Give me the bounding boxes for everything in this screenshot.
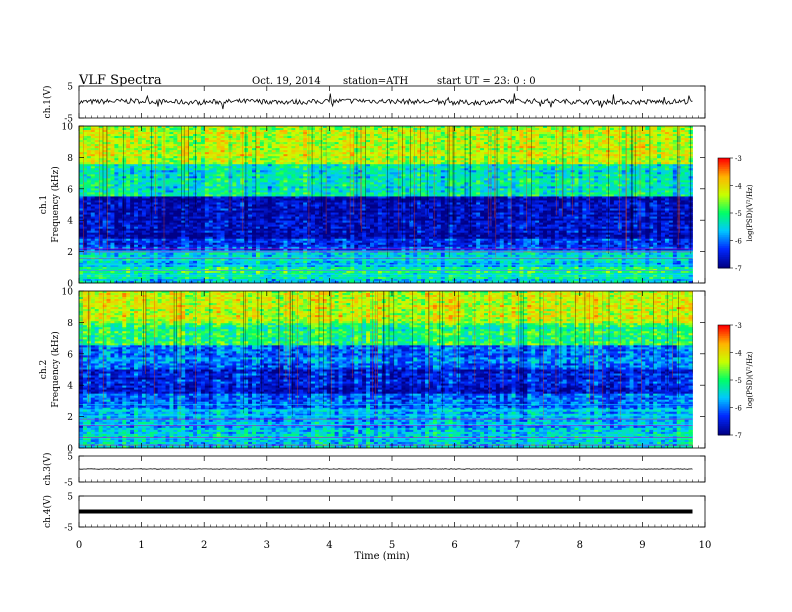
ch1-trace [79,93,693,109]
ch1-spectrogram [79,126,693,283]
